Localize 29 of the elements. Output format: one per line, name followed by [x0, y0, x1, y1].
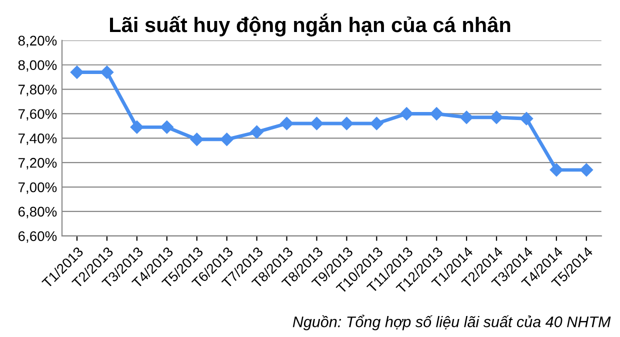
point	[310, 116, 324, 130]
point	[460, 110, 474, 124]
y-tick-label: 8,20%	[18, 36, 57, 48]
y-tick-label: 6,60%	[18, 231, 57, 243]
point	[400, 107, 414, 120]
point	[370, 116, 384, 130]
text: Nguồn: Tổng hợp số liệu lãi suất của 40 NHTM	[292, 314, 611, 330]
point	[580, 163, 594, 177]
y-tick-label: 7,40%	[18, 134, 57, 145]
point	[280, 116, 294, 130]
point	[190, 132, 204, 146]
point	[520, 112, 534, 126]
chart-title: Lãi suất huy động ngắn hạn của cá nhân	[110, 13, 510, 36]
point	[130, 120, 144, 134]
point	[160, 120, 174, 134]
point	[220, 132, 234, 146]
point	[490, 110, 504, 124]
point	[100, 66, 114, 79]
y-tick-label: 7,60%	[18, 109, 57, 121]
y-tick-label: 7,00%	[18, 182, 57, 194]
point	[250, 125, 264, 139]
point	[430, 107, 444, 120]
point	[70, 66, 84, 79]
point	[340, 116, 354, 130]
y-tick-label: 8,00%	[18, 60, 57, 72]
y-tick-label: 6,80%	[18, 206, 57, 218]
y-tick-label: 7,20%	[18, 158, 57, 170]
y-tick-label: 7,80%	[18, 84, 57, 96]
point	[550, 163, 564, 177]
